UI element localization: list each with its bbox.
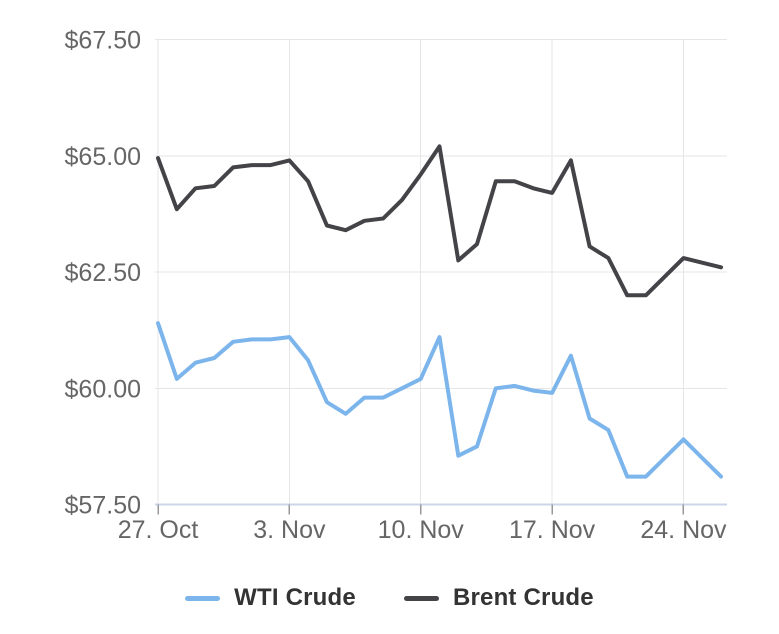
legend-item-wti-crude[interactable]: WTI Crude — [185, 584, 356, 612]
series-line-brent-crude[interactable] — [156, 144, 723, 298]
legend-label-wti-crude: WTI Crude — [234, 584, 356, 611]
legend-label-brent-crude: Brent Crude — [452, 584, 594, 611]
y-axis-label: $57.50 — [65, 492, 141, 520]
x-axis-label: 24. Nov — [640, 516, 727, 544]
legend: WTI Crude Brent Crude — [0, 584, 779, 612]
y-axis-label: $65.00 — [65, 143, 141, 171]
x-axis-label: 3. Nov — [253, 516, 326, 544]
x-axis-label: 27. Oct — [118, 516, 199, 544]
series-line-wti-crude[interactable] — [156, 321, 723, 479]
y-axis-label: $62.50 — [65, 259, 141, 287]
wti-line-swatch-icon — [185, 595, 221, 601]
x-axis-label: 10. Nov — [378, 516, 465, 544]
plot-area: $57.50 $60.00 $62.50 $65.00 $67.50 27. Oct 3. … — [65, 27, 728, 545]
y-axis-label: $60.00 — [65, 375, 141, 403]
x-axis-label: 17. Nov — [509, 516, 596, 544]
legend-item-brent-crude[interactable]: Brent Crude — [403, 584, 594, 612]
brent-line-swatch-icon — [403, 595, 439, 601]
y-axis-label: $67.50 — [65, 27, 141, 55]
